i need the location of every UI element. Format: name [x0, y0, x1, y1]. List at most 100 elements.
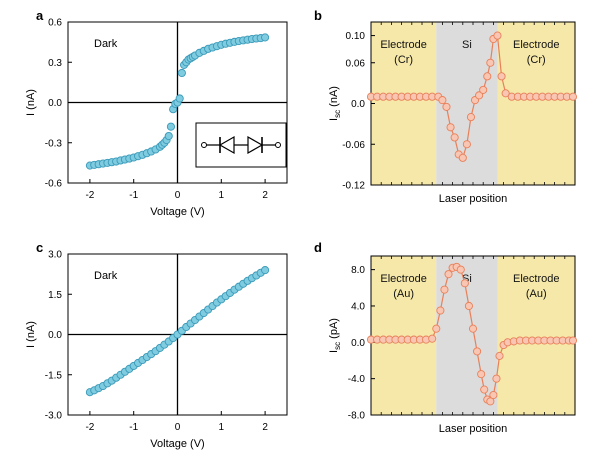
x-tick-label: -2: [85, 190, 94, 201]
data-point: [261, 266, 270, 275]
region-label: (Cr): [394, 54, 413, 66]
region-label: Electrode: [380, 273, 426, 285]
region-label: Si: [462, 273, 472, 285]
data-point: [479, 85, 488, 94]
data-point: [175, 94, 184, 103]
y-tick-label: 0.10: [346, 31, 366, 42]
region-label: (Au): [526, 288, 547, 300]
data-point: [442, 102, 451, 111]
data-point: [489, 390, 498, 400]
data-point: [495, 351, 504, 360]
x-axis-label: Laser position: [439, 193, 508, 205]
data-point: [428, 334, 437, 343]
y-tick-label: 0.0: [351, 338, 365, 349]
y-axis-label: Isc (pA): [328, 318, 342, 353]
x-axis-label: Laser position: [439, 423, 508, 435]
data-point: [432, 324, 441, 333]
panel-c: c -3.0 -1.5 0.0 1.5 3.0 -2 -1 0 1 2 Voltage (V) I (n…: [25, 240, 288, 450]
data-point: [568, 92, 578, 101]
y-tick-label: -3.0: [45, 411, 63, 422]
data-point: [568, 336, 578, 345]
diode-inset: [195, 122, 287, 168]
x-axis-label: Voltage (V): [150, 438, 204, 450]
x-axis-label: Voltage (V): [150, 206, 204, 218]
data-point: [486, 58, 495, 67]
panel-letter: a: [36, 8, 44, 23]
x-tick-label: -2: [85, 422, 94, 433]
data-point: [483, 72, 492, 81]
y-tick-label: 0.6: [48, 18, 62, 29]
data-point: [501, 89, 510, 98]
terminal-right: [275, 142, 281, 148]
panel-b: b Electrode (Cr) Si Electrode (Cr) -0.12 -0.06 0…: [314, 8, 578, 205]
x-tick-label: 2: [262, 422, 268, 433]
y-tick-label: 4.0: [351, 301, 365, 312]
y-tick-label: -1.5: [45, 370, 63, 381]
data-point: [473, 347, 482, 356]
panel-letter: d: [314, 240, 322, 255]
data-point: [164, 131, 173, 141]
data-point: [475, 91, 484, 100]
x-tick-label: 2: [262, 190, 268, 201]
region-label: (Cr): [527, 54, 546, 66]
data-point: [444, 270, 453, 279]
y-tick-label: -4.0: [348, 374, 366, 385]
region-label: (Au): [393, 288, 414, 300]
data-point: [468, 324, 478, 333]
x-tick-label: 1: [219, 422, 225, 433]
data-point: [450, 133, 459, 142]
data-point: [446, 123, 455, 132]
data-point: [458, 153, 467, 162]
y-tick-label: -0.06: [342, 140, 365, 151]
y-tick-label: 0.0: [351, 99, 365, 110]
data-point: [486, 397, 495, 406]
data-point: [460, 279, 469, 288]
y-tick-label: 1.5: [48, 290, 62, 301]
data-point: [440, 285, 449, 294]
x-tick-label: -1: [129, 422, 138, 433]
data-point: [497, 72, 506, 81]
data-point: [464, 301, 473, 311]
terminal-left: [201, 142, 207, 148]
data-point: [177, 68, 186, 78]
data-point: [166, 122, 175, 131]
y-tick-label: 0.3: [48, 58, 62, 69]
data-point: [477, 370, 486, 379]
data-point: [493, 31, 502, 40]
region-0: [371, 256, 437, 415]
data-point: [436, 306, 445, 315]
panel-letter: c: [36, 240, 43, 255]
data-point: [466, 113, 476, 122]
annotation-text: Dark: [94, 270, 118, 282]
data-point: [456, 265, 465, 274]
data-point: [480, 385, 489, 394]
region-label: Electrode: [513, 273, 559, 285]
y-tick-label: -8.0: [348, 411, 366, 422]
data-point: [438, 96, 447, 105]
panel-letter: b: [314, 8, 322, 23]
data-point: [261, 33, 270, 42]
y-tick-label: -0.6: [45, 179, 63, 190]
diode-triangle-left: [218, 135, 235, 155]
x-tick-label: -1: [129, 190, 138, 201]
y-axis-label: Isc (nA): [328, 86, 342, 121]
panel-a: a -0.6 -0.3 0.0 0.3 0.6 -2 -1 0 1 2 Voltage (V) I (n…: [25, 8, 288, 218]
y-tick-label: 8.0: [351, 265, 365, 276]
data-point: [462, 140, 471, 149]
region-2: [497, 256, 575, 415]
x-tick-label: 0: [175, 190, 181, 201]
y-tick-label: -0.3: [45, 138, 63, 149]
panel-d: d Electrode (Au) Si Electrode (Au) -8.0 -4.0 0.0…: [314, 240, 578, 435]
region-label: Electrode: [380, 39, 426, 51]
y-tick-label: 0.06: [346, 58, 366, 69]
y-tick-label: 0.0: [48, 98, 62, 109]
annotation-text: Dark: [94, 38, 118, 50]
region-0: [371, 22, 437, 185]
y-tick-label: 0.0: [48, 330, 62, 341]
y-tick-label: -0.12: [342, 181, 365, 192]
diode-triangle-right: [247, 135, 264, 155]
x-tick-label: 1: [219, 190, 225, 201]
region-label: Si: [462, 39, 472, 51]
region-label: Electrode: [513, 39, 559, 51]
